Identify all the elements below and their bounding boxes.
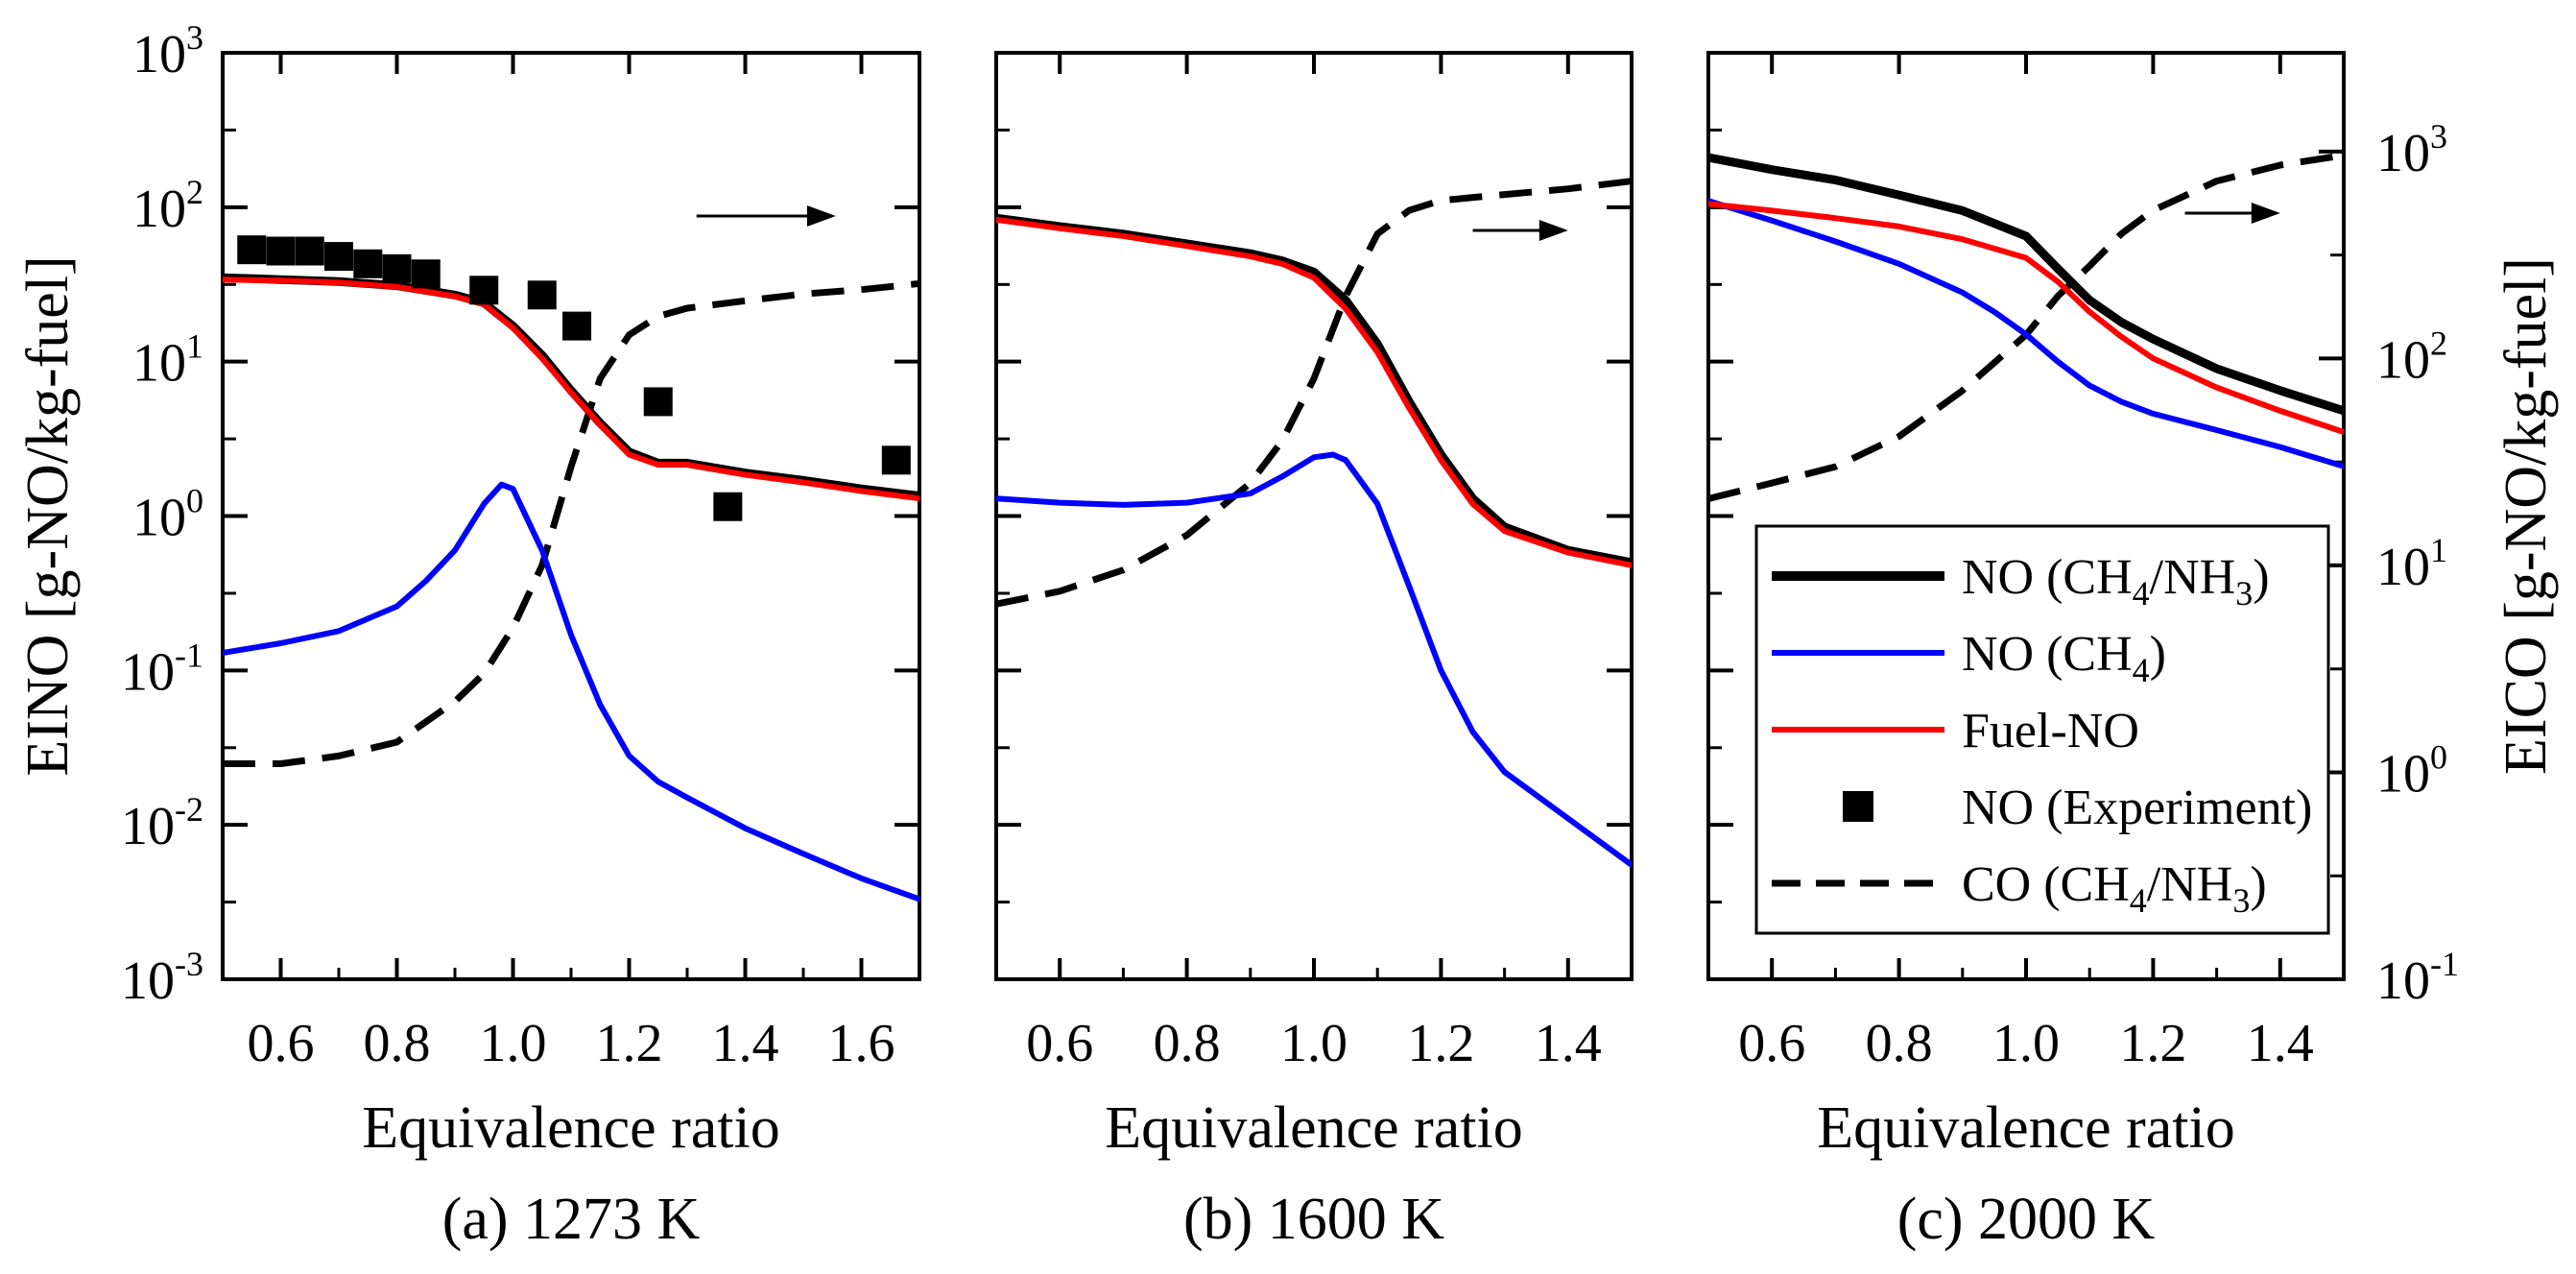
series-no-ch4-nh3 xyxy=(1708,153,2344,416)
y-tick-label: 10-3 xyxy=(121,945,203,1011)
experiment-point xyxy=(469,276,499,305)
legend-label-no_ch4: NO (CH4) xyxy=(1962,627,2166,689)
x-tick-label: 1.2 xyxy=(596,1014,663,1073)
experiment-point xyxy=(295,236,324,266)
experiment-point xyxy=(324,242,353,272)
x-tick-label: 1.4 xyxy=(1535,1014,1602,1073)
y-tick-label: 100 xyxy=(132,482,203,548)
series-co-ch4-nh3 xyxy=(223,279,919,767)
annotation-arrow-head xyxy=(2251,203,2280,224)
experiment-point xyxy=(643,387,673,417)
experiment-point xyxy=(382,253,412,283)
series-co-ch4-nh3 xyxy=(996,178,1632,608)
experiment-point xyxy=(881,445,911,475)
series-fuel-no xyxy=(223,276,919,502)
plot-area xyxy=(1708,152,2344,502)
y2-tick-label: 10-1 xyxy=(2376,945,2459,1011)
annotation-arrow-head xyxy=(806,205,836,227)
annotation-arrow-head xyxy=(1538,220,1568,241)
panel-caption: (a) 1273 K xyxy=(442,1187,701,1252)
series-co-ch4-nh3 xyxy=(1708,152,2344,502)
x-tick-label: 1.2 xyxy=(2119,1014,2186,1073)
panel-caption: (b) 1600 K xyxy=(1183,1187,1444,1252)
plot-area xyxy=(996,178,1632,868)
series-no-ch4 xyxy=(996,451,1632,868)
x-tick-label: 0.6 xyxy=(1738,1014,1805,1073)
y2-tick-label: 102 xyxy=(2376,324,2447,390)
x-axis-label: Equivalence ratio xyxy=(362,1095,780,1161)
series-no-ch4 xyxy=(1708,198,2344,469)
legend-label-no_ch4nh3: NO (CH4/NH3) xyxy=(1962,550,2270,613)
y-tick-label: 10-2 xyxy=(121,790,203,856)
y2-tick-label: 100 xyxy=(2376,737,2447,804)
y-tick-label: 103 xyxy=(132,18,203,84)
experiment-point xyxy=(411,259,441,289)
series-no-ch4 xyxy=(223,481,919,902)
x-tick-label: 1.0 xyxy=(1992,1014,2060,1073)
y-tick-label: 101 xyxy=(132,327,203,394)
x-tick-label: 1.6 xyxy=(828,1014,895,1073)
legend: NO (CH4/NH3) NO (CH4) Fuel-NO NO (Experimen… xyxy=(1754,524,2330,935)
y2-tick-label: 103 xyxy=(2376,117,2447,183)
experiment-point xyxy=(353,249,383,278)
panel-3: 0.6 0.8 1.0 1.2 1.4 10-1 100 101 102 103 Equivalen… xyxy=(1706,51,2459,1252)
x-tick-label: 0.8 xyxy=(1866,1014,1933,1073)
right-axis-label: EICO [g-NO/kg-fuel] xyxy=(2493,257,2559,775)
plot-frame xyxy=(994,51,1634,981)
plot-frame xyxy=(221,51,921,981)
x-tick-label: 0.6 xyxy=(1026,1014,1093,1073)
y-tick-label: 102 xyxy=(132,173,203,239)
legend-label-fuel_no: Fuel-NO xyxy=(1962,704,2139,758)
x-tick-label: 1.0 xyxy=(480,1014,547,1073)
experiment-point xyxy=(562,311,592,341)
x-tick-label: 1.4 xyxy=(712,1014,779,1073)
x-axis-label: Equivalence ratio xyxy=(1817,1095,2235,1161)
plot-area xyxy=(223,235,919,902)
experiment-point xyxy=(266,236,296,266)
legend-swatch-square xyxy=(1843,791,1873,822)
experiment-point xyxy=(713,492,743,521)
x-tick-label: 1.2 xyxy=(1407,1014,1474,1073)
x-tick-label: 1.0 xyxy=(1280,1014,1348,1073)
series-fuel-no xyxy=(996,216,1632,568)
x-tick-label: 0.8 xyxy=(1154,1014,1221,1073)
y2-tick-label: 101 xyxy=(2376,531,2447,597)
legend-label-co: CO (CH4/NH3) xyxy=(1962,857,2267,920)
experiment-point xyxy=(237,235,267,265)
experiment-point xyxy=(527,280,557,310)
x-axis-label: Equivalence ratio xyxy=(1105,1095,1523,1161)
x-tick-label: 1.4 xyxy=(2247,1014,2314,1073)
series-no-ch4-nh3 xyxy=(996,213,1632,567)
x-tick-label: 0.8 xyxy=(364,1014,431,1073)
panel-1: 0.6 0.8 1.0 1.2 1.4 1.6 10-3 10-2 10-1 100 101 102 1… xyxy=(121,18,921,1252)
left-axis-label: EINO [g-NO/kg-fuel] xyxy=(15,255,81,776)
series-fuel-no xyxy=(1708,201,2344,435)
x-tick-label: 0.6 xyxy=(248,1014,315,1073)
panel-caption: (c) 2000 K xyxy=(1897,1187,2156,1252)
y-tick-label: 10-1 xyxy=(121,636,203,702)
legend-label-exp: NO (Experiment) xyxy=(1962,781,2312,835)
